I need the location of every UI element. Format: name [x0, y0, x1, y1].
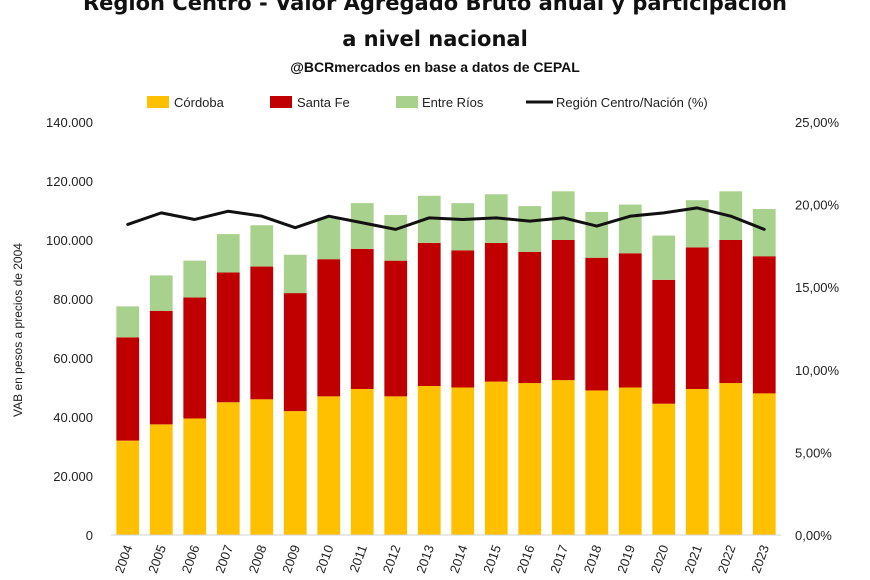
bar-santa-fe-2016	[518, 251, 542, 384]
bar-santa-fe-2017	[551, 240, 575, 381]
bar-entre-rios-2007	[216, 234, 240, 273]
bar-santa-fe-2023	[752, 256, 776, 394]
bars	[116, 191, 776, 536]
bar-cordoba-2021	[685, 388, 709, 535]
bar-santa-fe-2005	[149, 310, 173, 425]
bar-cordoba-2023	[752, 393, 776, 535]
y-axis-ticks: 0 20.000 40.000 60.000 80.000 100.000 120.000 1…	[46, 115, 93, 543]
bar-cordoba-2015	[484, 381, 508, 535]
bar-entre-rios-2012	[384, 214, 408, 261]
y2-tick-label: 5,00%	[795, 445, 832, 460]
bar-santa-fe-2008	[250, 266, 274, 400]
y2-tick-label: 10,00%	[795, 363, 840, 378]
bar-santa-fe-2018	[585, 257, 609, 391]
bar-cordoba-2014	[451, 387, 475, 535]
bar-entre-rios-2005	[149, 275, 173, 311]
bar-santa-fe-2020	[652, 279, 676, 404]
bar-santa-fe-2019	[618, 253, 642, 388]
legend-swatch-santa-fe	[270, 96, 292, 108]
legend-label-cordoba: Córdoba	[174, 95, 225, 110]
bar-cordoba-2020	[652, 403, 676, 535]
bar-cordoba-2010	[317, 396, 341, 535]
bar-santa-fe-2022	[719, 240, 743, 384]
bar-cordoba-2022	[719, 383, 743, 535]
bar-cordoba-2011	[350, 388, 374, 535]
bar-santa-fe-2021	[685, 247, 709, 389]
bar-entre-rios-2004	[116, 306, 140, 338]
legend-label-entre-rios: Entre Ríos	[422, 95, 484, 110]
bar-entre-rios-2014	[451, 203, 475, 251]
bar-cordoba-2017	[551, 380, 575, 536]
bar-entre-rios-2016	[518, 206, 542, 252]
bar-entre-rios-2018	[585, 211, 609, 258]
y-tick-label: 40.000	[53, 410, 93, 425]
bar-entre-rios-2020	[652, 235, 676, 280]
bar-santa-fe-2007	[216, 272, 240, 403]
bar-santa-fe-2013	[417, 242, 441, 387]
y-tick-label: 0	[86, 528, 93, 543]
bar-santa-fe-2006	[183, 297, 207, 419]
bar-santa-fe-2009	[283, 293, 307, 412]
bar-cordoba-2005	[149, 424, 173, 536]
bar-cordoba-2012	[384, 396, 408, 535]
bar-entre-rios-2017	[551, 191, 575, 240]
bar-santa-fe-2012	[384, 260, 408, 397]
bar-santa-fe-2011	[350, 248, 374, 389]
y2-tick-label: 25,00%	[795, 115, 840, 130]
bar-entre-rios-2021	[685, 200, 709, 248]
legend-label-santa-fe: Santa Fe	[297, 95, 350, 110]
chart-title-line1: Región Centro - Valor Agregado Bruto anu…	[83, 0, 787, 15]
bar-cordoba-2008	[250, 399, 274, 535]
y2-tick-label: 0,00%	[795, 528, 832, 543]
chart-title-line2: a nivel nacional	[342, 27, 528, 51]
bar-santa-fe-2015	[484, 242, 508, 382]
bar-cordoba-2006	[183, 418, 207, 535]
bar-entre-rios-2023	[752, 209, 776, 257]
bar-cordoba-2007	[216, 402, 240, 535]
legend-label-region-centro: Región Centro/Nación (%)	[556, 95, 708, 110]
bar-cordoba-2013	[417, 386, 441, 535]
legend: Córdoba Santa Fe Entre Ríos Región Centr…	[147, 95, 708, 110]
y-tick-label: 60.000	[53, 351, 93, 366]
bar-entre-rios-2011	[350, 203, 374, 249]
y-tick-label: 120.000	[46, 174, 93, 189]
line-region-centro-nacion	[126, 206, 766, 231]
bar-cordoba-2016	[518, 383, 542, 535]
bar-cordoba-2004	[116, 440, 140, 535]
y-tick-label: 140.000	[46, 115, 93, 130]
bar-entre-rios-2009	[283, 254, 307, 294]
bar-entre-rios-2008	[250, 225, 274, 267]
bar-santa-fe-2014	[451, 250, 475, 388]
legend-swatch-entre-rios	[396, 96, 418, 108]
y-tick-label: 80.000	[53, 292, 93, 307]
y-axis-label: VAB en pesos a precios de 2004	[11, 243, 25, 417]
bar-cordoba-2009	[283, 411, 307, 535]
bar-cordoba-2019	[618, 387, 642, 535]
y-tick-label: 20.000	[53, 469, 93, 484]
bar-santa-fe-2010	[317, 259, 341, 397]
bar-santa-fe-2004	[116, 337, 140, 441]
y2-tick-label: 20,00%	[795, 198, 840, 213]
bar-entre-rios-2010	[317, 217, 341, 260]
bar-entre-rios-2019	[618, 204, 642, 254]
y-tick-label: 100.000	[46, 233, 93, 248]
bar-entre-rios-2006	[183, 260, 207, 298]
y2-tick-label: 15,00%	[795, 280, 840, 295]
chart-subtitle: @BCRmercados en base a datos de CEPAL	[290, 59, 580, 75]
y2-axis-ticks: 0,00% 5,00% 10,00% 15,00% 20,00% 25,00%	[795, 115, 840, 543]
legend-swatch-cordoba	[147, 96, 169, 108]
line-layer	[126, 206, 766, 231]
bar-cordoba-2018	[585, 390, 609, 535]
